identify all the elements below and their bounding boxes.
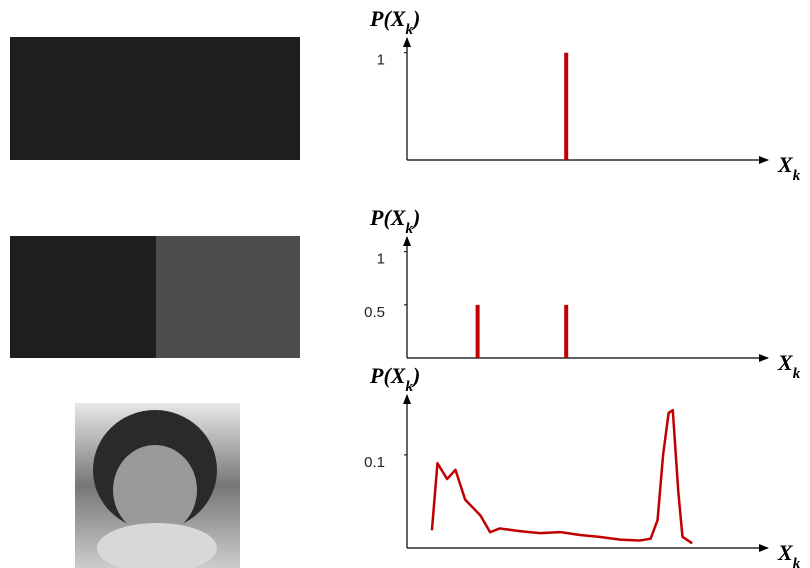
histogram-line	[430, 408, 693, 545]
photo	[75, 403, 240, 568]
dark-half-image	[10, 236, 156, 358]
y-tick-label: 0.5	[364, 304, 385, 321]
x-axis-label: Xk	[777, 540, 801, 568]
gray-half-image	[156, 236, 300, 358]
x-axis-label: Xk	[777, 152, 801, 184]
x-axis-label: Xk	[777, 350, 801, 382]
y-tick-label: 1	[377, 251, 385, 268]
y-axis-label: P(Xk)	[369, 205, 420, 237]
uniform-image	[10, 37, 300, 160]
y-axis-label: P(Xk)	[369, 6, 420, 38]
y-axis-label: P(Xk)	[369, 363, 420, 395]
y-tick-label: 1	[377, 52, 385, 69]
y-tick-label: 0.1	[364, 454, 385, 471]
